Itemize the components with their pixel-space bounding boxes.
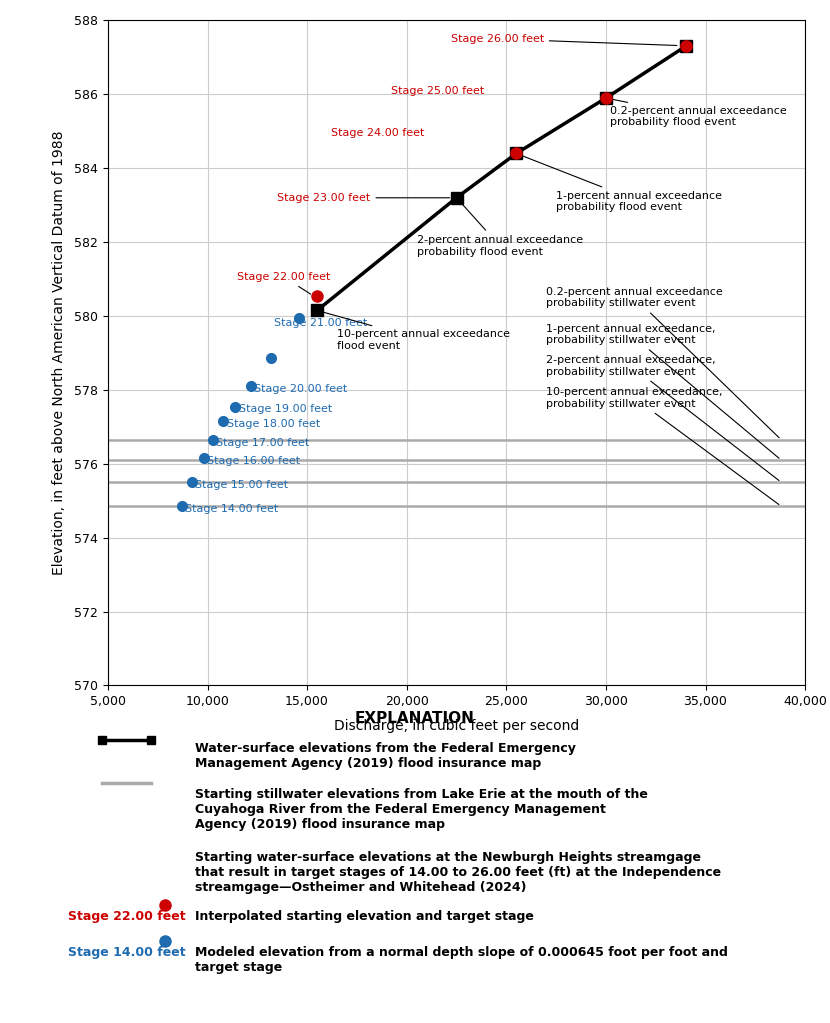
Text: 2-percent annual exceedance
probability flood event: 2-percent annual exceedance probability … bbox=[417, 199, 583, 257]
Text: Stage 22.00 feet: Stage 22.00 feet bbox=[68, 910, 186, 924]
Text: Starting stillwater elevations from Lake Erie at the mouth of the
Cuyahoga River: Starting stillwater elevations from Lake… bbox=[195, 788, 648, 831]
X-axis label: Discharge, in cubic feet per second: Discharge, in cubic feet per second bbox=[334, 719, 579, 733]
Text: 0.2-percent annual exceedance
probability stillwater event: 0.2-percent annual exceedance probabilit… bbox=[546, 286, 779, 438]
Text: Stage 18.00 feet: Stage 18.00 feet bbox=[227, 419, 320, 430]
Text: 10-percent annual exceedance,
probability stillwater event: 10-percent annual exceedance, probabilit… bbox=[546, 387, 779, 504]
Text: 0.2-percent annual exceedance
probability flood event: 0.2-percent annual exceedance probabilit… bbox=[608, 98, 787, 127]
Text: Stage 14.00 feet: Stage 14.00 feet bbox=[68, 946, 186, 960]
Text: 2-percent annual exceedance,
probability stillwater event: 2-percent annual exceedance, probability… bbox=[546, 355, 779, 481]
Text: 1-percent annual exceedance,
probability stillwater event: 1-percent annual exceedance, probability… bbox=[546, 323, 779, 458]
Text: Stage 22.00 feet: Stage 22.00 feet bbox=[237, 272, 330, 295]
Text: Interpolated starting elevation and target stage: Interpolated starting elevation and targ… bbox=[195, 910, 534, 924]
Text: Stage 26.00 feet: Stage 26.00 feet bbox=[451, 34, 676, 45]
Y-axis label: Elevation, in feet above North American Vertical Datum of 1988: Elevation, in feet above North American … bbox=[51, 131, 66, 575]
Text: Stage 15.00 feet: Stage 15.00 feet bbox=[194, 480, 288, 490]
Text: 1-percent annual exceedance
probability flood event: 1-percent annual exceedance probability … bbox=[519, 154, 722, 213]
Text: Water-surface elevations from the Federal Emergency
Management Agency (2019) flo: Water-surface elevations from the Federa… bbox=[195, 742, 576, 769]
Text: Modeled elevation from a normal depth slope of 0.000645 foot per foot and
target: Modeled elevation from a normal depth sl… bbox=[195, 946, 728, 974]
Text: Stage 23.00 feet: Stage 23.00 feet bbox=[277, 192, 450, 203]
Text: Starting water-surface elevations at the Newburgh Heights streamgage
that result: Starting water-surface elevations at the… bbox=[195, 851, 721, 894]
Text: Stage 19.00 feet: Stage 19.00 feet bbox=[239, 404, 333, 414]
Text: Stage 16.00 feet: Stage 16.00 feet bbox=[207, 456, 300, 466]
Text: Stage 14.00 feet: Stage 14.00 feet bbox=[184, 504, 278, 514]
Text: 10-percent annual exceedance
flood event: 10-percent annual exceedance flood event bbox=[320, 311, 510, 351]
Text: Stage 21.00 feet: Stage 21.00 feet bbox=[274, 318, 368, 327]
Text: Stage 17.00 feet: Stage 17.00 feet bbox=[217, 438, 310, 448]
Text: Stage 25.00 feet: Stage 25.00 feet bbox=[391, 86, 484, 95]
Text: Stage 20.00 feet: Stage 20.00 feet bbox=[254, 385, 348, 394]
Text: Stage 24.00 feet: Stage 24.00 feet bbox=[331, 128, 424, 138]
Text: EXPLANATION: EXPLANATION bbox=[355, 711, 475, 726]
